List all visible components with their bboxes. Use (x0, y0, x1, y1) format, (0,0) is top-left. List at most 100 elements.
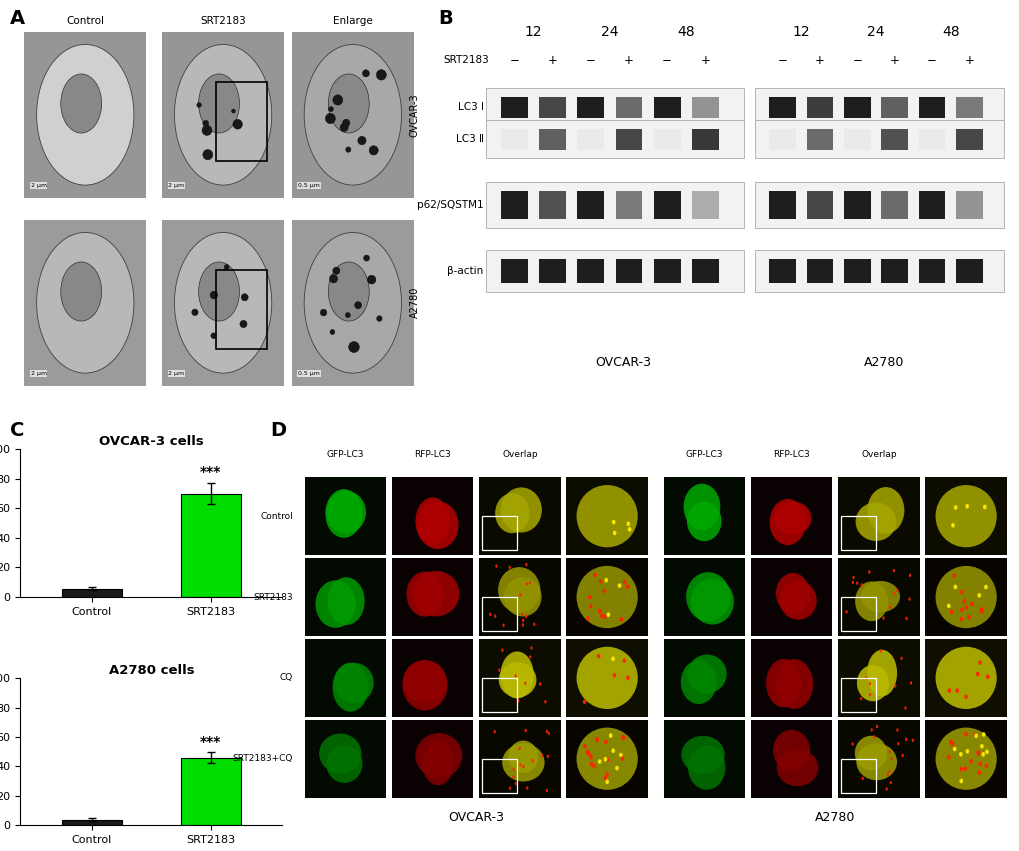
Ellipse shape (525, 563, 527, 567)
Ellipse shape (911, 739, 913, 742)
Ellipse shape (611, 520, 615, 524)
Ellipse shape (547, 732, 549, 735)
Text: SRT2183: SRT2183 (443, 55, 489, 66)
Ellipse shape (886, 773, 889, 776)
Ellipse shape (603, 757, 606, 762)
Text: +: + (547, 54, 557, 66)
Ellipse shape (596, 654, 600, 659)
Ellipse shape (904, 706, 906, 710)
Ellipse shape (969, 602, 973, 607)
Bar (305, 720, 386, 797)
Bar (880, 191, 907, 219)
Ellipse shape (199, 74, 239, 133)
Bar (577, 259, 603, 283)
Bar (566, 477, 647, 555)
Bar (768, 97, 796, 117)
Bar (216, 270, 267, 349)
Ellipse shape (503, 577, 541, 616)
Ellipse shape (582, 700, 586, 704)
Bar (955, 191, 981, 219)
Bar (486, 250, 743, 292)
Ellipse shape (878, 649, 881, 653)
Ellipse shape (326, 745, 362, 783)
Ellipse shape (963, 732, 967, 736)
Bar (181, 494, 240, 597)
Bar (880, 129, 907, 150)
Ellipse shape (620, 757, 624, 761)
Ellipse shape (888, 750, 890, 753)
Ellipse shape (889, 781, 892, 785)
Text: 2 μm: 2 μm (168, 183, 184, 188)
Ellipse shape (618, 583, 621, 588)
Ellipse shape (586, 616, 589, 621)
Ellipse shape (953, 505, 957, 510)
Text: p62/SQSTM1: p62/SQSTM1 (417, 200, 483, 210)
Text: 0.5 μm: 0.5 μm (298, 371, 320, 376)
Ellipse shape (544, 700, 546, 704)
Ellipse shape (495, 564, 497, 568)
Text: Overlap: Overlap (501, 450, 537, 460)
Ellipse shape (517, 699, 519, 703)
Ellipse shape (576, 728, 637, 790)
Ellipse shape (587, 751, 590, 756)
Ellipse shape (519, 593, 521, 597)
Text: +: + (963, 54, 973, 66)
Bar (500, 259, 528, 283)
Ellipse shape (605, 757, 608, 762)
Ellipse shape (627, 527, 631, 532)
Ellipse shape (529, 655, 531, 659)
Text: OVCAR-3: OVCAR-3 (595, 357, 651, 369)
Ellipse shape (330, 329, 334, 334)
Bar (754, 89, 1004, 126)
Ellipse shape (612, 673, 615, 677)
Ellipse shape (315, 580, 356, 628)
Ellipse shape (531, 759, 533, 762)
Text: Overlap: Overlap (860, 450, 896, 460)
Ellipse shape (964, 605, 967, 610)
Ellipse shape (604, 772, 608, 777)
Ellipse shape (851, 580, 853, 584)
Bar (955, 259, 981, 283)
Text: GFP-LC3: GFP-LC3 (685, 450, 722, 460)
Text: SRT2183: SRT2183 (200, 16, 246, 26)
Ellipse shape (686, 501, 720, 541)
Bar (838, 477, 919, 555)
Bar (479, 477, 560, 555)
Ellipse shape (975, 750, 979, 755)
Ellipse shape (345, 312, 350, 317)
Ellipse shape (589, 762, 593, 766)
Text: A2780: A2780 (814, 811, 855, 824)
Bar (162, 220, 283, 386)
Ellipse shape (513, 768, 515, 771)
Ellipse shape (61, 74, 102, 133)
Ellipse shape (872, 735, 874, 739)
Ellipse shape (952, 574, 955, 578)
Bar (614, 259, 642, 283)
Ellipse shape (976, 751, 979, 757)
Ellipse shape (240, 294, 248, 301)
Ellipse shape (681, 736, 725, 774)
Ellipse shape (619, 753, 623, 757)
Bar (924, 720, 1006, 797)
Ellipse shape (968, 759, 972, 763)
Ellipse shape (583, 744, 586, 749)
Text: 24: 24 (866, 25, 883, 39)
Ellipse shape (881, 616, 883, 620)
Ellipse shape (348, 341, 359, 352)
Ellipse shape (197, 103, 201, 107)
Ellipse shape (362, 70, 369, 77)
Ellipse shape (859, 697, 861, 700)
Bar (614, 191, 642, 219)
Ellipse shape (329, 275, 337, 283)
Bar (486, 89, 743, 126)
Bar (806, 259, 833, 283)
Ellipse shape (602, 614, 606, 619)
Ellipse shape (687, 654, 726, 694)
Ellipse shape (327, 577, 364, 625)
Text: −: − (852, 54, 861, 66)
Ellipse shape (626, 585, 629, 589)
Text: 2 μm: 2 μm (31, 183, 47, 188)
Bar (479, 720, 560, 797)
Ellipse shape (904, 738, 907, 741)
Ellipse shape (983, 763, 987, 768)
